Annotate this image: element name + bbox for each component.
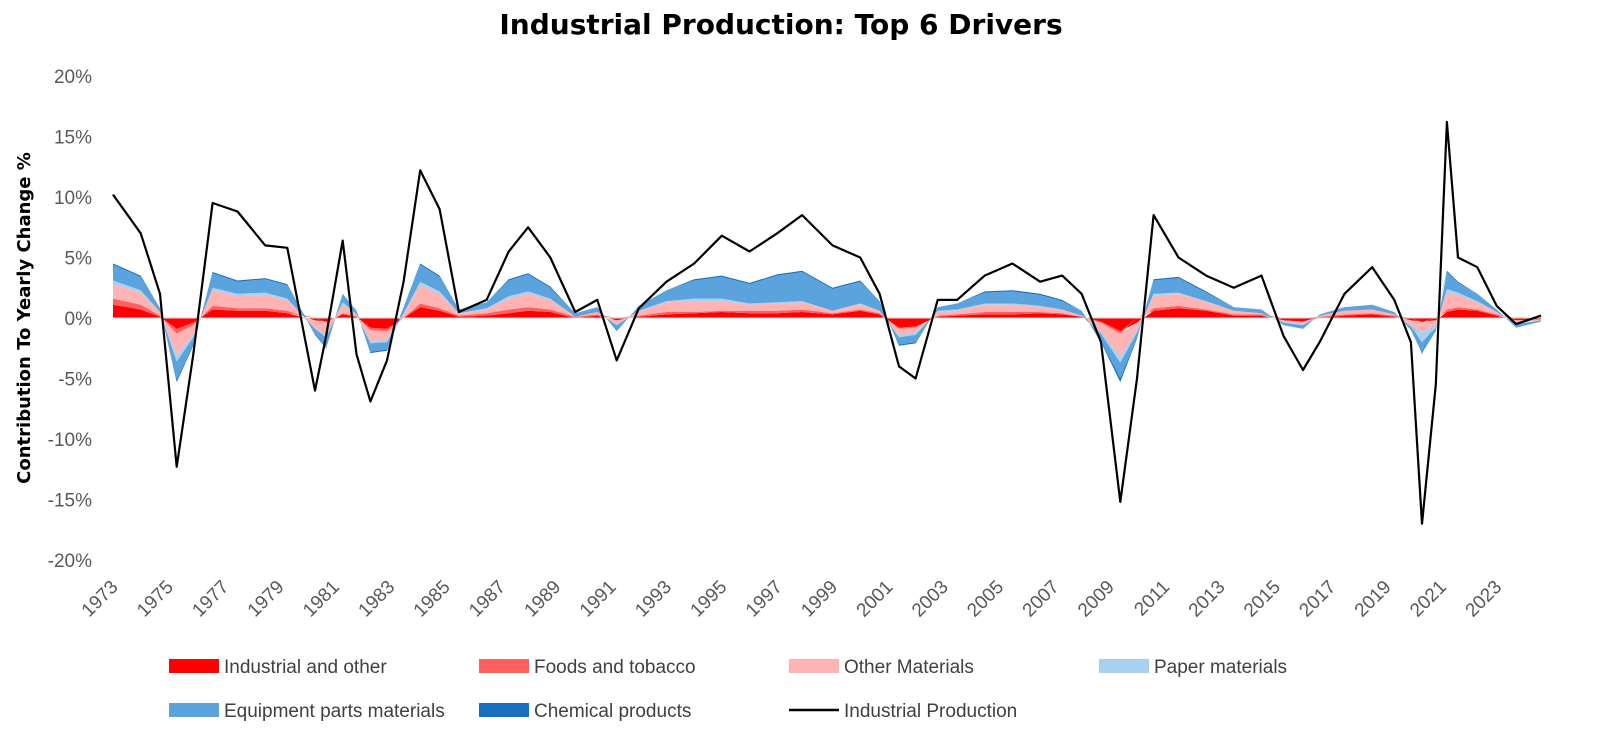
x-tick-label: 2019: [1351, 577, 1396, 622]
legend-swatch: [789, 659, 839, 673]
y-tick-label: -15%: [48, 491, 92, 512]
x-tick-label: 2017: [1295, 577, 1340, 622]
legend-label: Chemical products: [534, 701, 691, 722]
y-tick-label: 5%: [65, 249, 93, 270]
x-tick-label: 2005: [963, 577, 1008, 622]
area-foods-and-tobacco: [113, 298, 1541, 334]
x-tick-label: 1989: [521, 577, 566, 622]
legend-item: Industrial Production: [789, 701, 1017, 722]
legend-swatch: [169, 659, 219, 673]
x-tick-label: 2023: [1462, 577, 1507, 622]
x-tick-label: 1999: [797, 577, 842, 622]
legend-item: Industrial and other: [169, 657, 387, 678]
x-axis-ticks: 1973 1975 1977 1979 1981 1983 1985 1987 1989 1991…: [78, 577, 1506, 622]
x-tick-label: 2021: [1406, 577, 1451, 622]
x-tick-label: 1979: [244, 577, 289, 622]
x-tick-label: 1981: [299, 577, 344, 622]
y-tick-label: -20%: [48, 551, 92, 572]
x-tick-label: 1987: [465, 577, 510, 622]
legend-label: Foods and tobacco: [534, 657, 696, 678]
legend-swatch: [1099, 659, 1149, 673]
legend-label: Industrial Production: [844, 701, 1017, 722]
x-tick-label: 1983: [355, 577, 400, 622]
y-tick-label: 10%: [54, 188, 92, 209]
x-tick-label: 2007: [1019, 577, 1064, 622]
legend-label: Industrial and other: [224, 657, 387, 678]
x-tick-label: 1993: [631, 577, 676, 622]
x-tick-label: 1975: [133, 577, 178, 622]
x-tick-label: 2009: [1074, 577, 1119, 622]
legend-label: Other Materials: [844, 657, 974, 678]
area-other-materials: [113, 284, 1541, 357]
y-tick-label: 0%: [65, 309, 93, 330]
x-tick-label: 2001: [853, 577, 898, 622]
y-tick-label: -10%: [48, 430, 92, 451]
legend-item: Other Materials: [789, 657, 974, 678]
chart-title: Industrial Production: Top 6 Drivers: [499, 8, 1062, 41]
legend-item: Chemical products: [479, 701, 691, 722]
legend-item: Foods and tobacco: [479, 657, 696, 678]
x-tick-label: 2015: [1240, 577, 1285, 622]
x-tick-label: 2013: [1185, 577, 1230, 622]
legend: Industrial and other Foods and tobacco Oth…: [169, 657, 1287, 722]
legend-label: Equipment parts materials: [224, 701, 445, 722]
legend-item: Paper materials: [1099, 657, 1287, 678]
x-tick-label: 2003: [908, 577, 953, 622]
legend-swatch: [479, 659, 529, 673]
x-tick-label: 1995: [687, 577, 732, 622]
x-tick-label: 1997: [742, 577, 787, 622]
plot-area: [112, 120, 1542, 525]
x-tick-label: 1977: [188, 577, 233, 622]
y-tick-label: 20%: [54, 67, 92, 88]
y-axis-ticks: -20% -15% -10% -5% 0% 5% 10% 15% 20%: [48, 67, 92, 572]
line-industrial-production: [112, 120, 1542, 525]
legend-swatch: [169, 703, 219, 717]
y-tick-label: 15%: [54, 128, 92, 149]
area-equipment-parts-materials: [113, 264, 1541, 380]
x-tick-label: 1985: [410, 577, 455, 622]
legend-swatch: [479, 703, 529, 717]
x-tick-label: 1973: [78, 577, 123, 622]
x-tick-label: 1991: [576, 577, 621, 622]
y-tick-label: -5%: [58, 370, 92, 391]
x-tick-label: 2011: [1130, 577, 1174, 621]
legend-item: Equipment parts materials: [169, 701, 445, 722]
y-axis-label: Contribution To Yearly Change %: [14, 152, 35, 484]
legend-label: Paper materials: [1154, 657, 1287, 678]
